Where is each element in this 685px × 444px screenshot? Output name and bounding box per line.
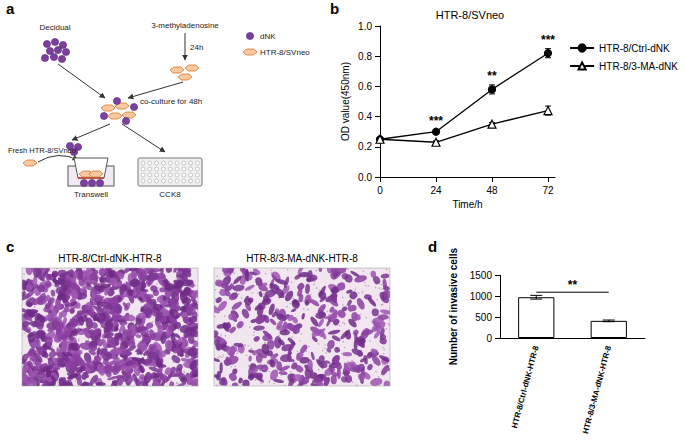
svg-text:***: *** <box>541 33 555 47</box>
svg-text:***: *** <box>429 114 443 128</box>
svg-text:**: ** <box>568 278 578 292</box>
svg-text:0.0: 0.0 <box>358 172 372 183</box>
svg-text:0: 0 <box>377 185 383 196</box>
svg-text:0.8: 0.8 <box>358 51 372 62</box>
svg-text:Fresh HTR-8/SVneo: Fresh HTR-8/SVneo <box>8 146 76 155</box>
svg-text:Transwell: Transwell <box>74 190 108 199</box>
svg-text:1000: 1000 <box>470 291 493 302</box>
svg-text:dNK: dNK <box>260 32 276 41</box>
svg-text:72: 72 <box>542 185 554 196</box>
svg-text:HTR-8/Ctrl-dNK-HTR-8: HTR-8/Ctrl-dNK-HTR-8 <box>510 344 541 429</box>
svg-text:48: 48 <box>486 185 498 196</box>
svg-text:CCK8: CCK8 <box>159 190 181 199</box>
svg-text:b: b <box>330 0 339 17</box>
svg-text:OD value(450nm): OD value(450nm) <box>340 62 351 141</box>
svg-text:500: 500 <box>475 312 492 323</box>
svg-text:Number of invasive cells: Number of invasive cells <box>448 248 459 366</box>
svg-text:HTR-8/SVneo: HTR-8/SVneo <box>436 9 504 21</box>
svg-text:0.2: 0.2 <box>358 141 372 152</box>
svg-text:HTR-8/SVneo: HTR-8/SVneo <box>260 48 310 57</box>
svg-text:co-culture for 48h: co-culture for 48h <box>140 97 202 106</box>
svg-text:Time/h: Time/h <box>452 199 482 210</box>
svg-text:0.6: 0.6 <box>358 81 372 92</box>
svg-text:3-methyladenosine: 3-methyladenosine <box>151 21 219 30</box>
svg-text:0: 0 <box>486 333 492 344</box>
svg-text:HTR-8/3-MA-dNK-HTR-8: HTR-8/3-MA-dNK-HTR-8 <box>581 344 613 434</box>
svg-text:Decidual: Decidual <box>39 23 70 32</box>
svg-text:1.0: 1.0 <box>358 21 372 32</box>
svg-text:**: ** <box>487 69 497 83</box>
svg-text:HTR-8/Ctrl-dNK: HTR-8/Ctrl-dNK <box>599 43 670 54</box>
svg-text:c: c <box>6 238 14 255</box>
svg-text:0.4: 0.4 <box>358 111 372 122</box>
svg-text:24h: 24h <box>190 43 203 52</box>
svg-text:HTR-8/3-MA-dNK-HTR-8: HTR-8/3-MA-dNK-HTR-8 <box>246 253 358 264</box>
svg-text:HTR-8/3-MA-dNK: HTR-8/3-MA-dNK <box>599 61 678 72</box>
svg-text:HTR-8/Ctrl-dNK-HTR-8: HTR-8/Ctrl-dNK-HTR-8 <box>58 253 162 264</box>
svg-text:d: d <box>428 238 437 255</box>
svg-text:1500: 1500 <box>470 270 493 281</box>
svg-text:24: 24 <box>430 185 442 196</box>
svg-text:a: a <box>6 0 15 17</box>
